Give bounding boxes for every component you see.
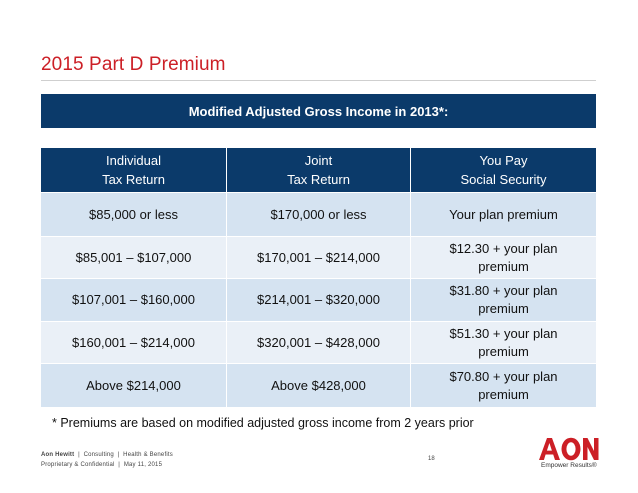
header-line: Tax Return bbox=[102, 172, 165, 187]
table-row: Above $214,000 Above $428,000 $70.80 + y… bbox=[41, 364, 596, 408]
cell-premium: $51.30 + your plan premium bbox=[411, 322, 596, 364]
footer-legal-line: Proprietary & Confidential | May 11, 201… bbox=[41, 462, 163, 468]
premium-line: premium bbox=[478, 386, 529, 402]
table-row: $160,001 – $214,000 $320,001 – $428,000 … bbox=[41, 322, 596, 364]
header-individual: Individual Tax Return bbox=[41, 148, 227, 193]
cell-premium: $70.80 + your plan premium bbox=[411, 364, 596, 408]
footnote: * Premiums are based on modified adjuste… bbox=[52, 416, 474, 430]
cell-individual: $85,001 – $107,000 bbox=[41, 237, 227, 279]
cell-premium: $12.30 + your plan premium bbox=[411, 237, 596, 279]
table-row: $107,001 – $160,000 $214,001 – $320,000 … bbox=[41, 279, 596, 322]
banner-label: Modified Adjusted Gross Income in 2013*: bbox=[188, 103, 449, 119]
header-line: Joint bbox=[304, 153, 333, 168]
premium-line: premium bbox=[478, 343, 529, 359]
footer-classification: Proprietary & Confidential bbox=[41, 462, 115, 468]
premium-line: $70.80 + your plan bbox=[449, 368, 558, 384]
cell-individual: Above $214,000 bbox=[41, 364, 227, 408]
table-row: $85,001 – $107,000 $170,001 – $214,000 $… bbox=[41, 237, 596, 279]
premium-line: $31.80 + your plan bbox=[449, 283, 558, 298]
header-joint: Joint Tax Return bbox=[227, 148, 411, 193]
logo-tagline: Empower Results® bbox=[541, 462, 597, 469]
cell-individual: $107,001 – $160,000 bbox=[41, 279, 227, 322]
cell-joint: $320,001 – $428,000 bbox=[227, 322, 411, 364]
premium-line: premium bbox=[478, 258, 529, 274]
header-line: Individual bbox=[106, 153, 161, 168]
header-line: You Pay bbox=[479, 153, 528, 168]
footer-company: Aon Hewitt bbox=[41, 452, 75, 458]
premium-line: premium bbox=[478, 301, 529, 316]
table-header-row: Individual Tax Return Joint Tax Return Y… bbox=[41, 148, 596, 193]
table-row: $85,000 or less $170,000 or less Your pl… bbox=[41, 193, 596, 237]
aon-logo-icon bbox=[539, 437, 599, 461]
footer-practice: Health & Benefits bbox=[123, 452, 173, 458]
cell-joint: $170,001 – $214,000 bbox=[227, 237, 411, 279]
cell-individual: $85,000 or less bbox=[41, 193, 227, 237]
premium-line: $51.30 + your plan bbox=[449, 325, 558, 341]
footer-date: May 11, 2015 bbox=[123, 462, 163, 468]
cell-joint: $214,001 – $320,000 bbox=[227, 279, 411, 322]
footer-company-line: Aon Hewitt | Consulting | Health & Benef… bbox=[41, 452, 173, 458]
table-banner: Modified Adjusted Gross Income in 2013*: bbox=[41, 94, 596, 128]
slide-title: 2015 Part D Premium bbox=[41, 54, 226, 75]
premium-line: Your plan premium bbox=[449, 206, 558, 222]
cell-individual: $160,001 – $214,000 bbox=[41, 322, 227, 364]
header-line: Social Security bbox=[460, 172, 547, 187]
cell-joint: $170,000 or less bbox=[227, 193, 411, 237]
header-you-pay: You Pay Social Security bbox=[411, 148, 596, 193]
title-divider bbox=[41, 80, 596, 81]
cell-premium: $31.80 + your plan premium bbox=[411, 279, 596, 322]
premium-line: $12.30 + your plan bbox=[449, 240, 558, 256]
footer-division: Consulting bbox=[83, 452, 114, 458]
premium-table: Individual Tax Return Joint Tax Return Y… bbox=[41, 148, 596, 408]
header-line: Tax Return bbox=[287, 172, 350, 187]
cell-joint: Above $428,000 bbox=[227, 364, 411, 408]
page-number: 18 bbox=[428, 456, 435, 462]
cell-premium: Your plan premium bbox=[411, 193, 596, 237]
